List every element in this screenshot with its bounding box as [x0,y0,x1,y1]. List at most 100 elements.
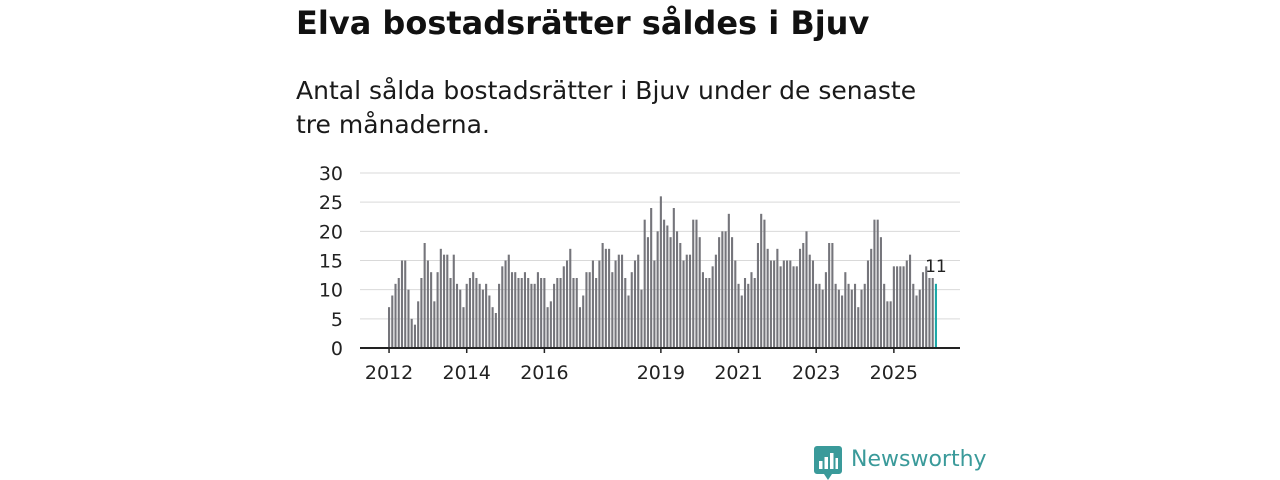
bar [582,295,585,348]
bar [701,272,704,348]
bar [850,289,853,348]
bar [572,278,575,348]
bar [763,219,766,348]
bar [828,243,831,348]
bar [896,266,899,348]
bar [740,295,743,348]
headline: Elva bostadsrätter såldes i Bjuv [296,4,870,42]
bar [873,219,876,348]
chart-subtitle: Antal sålda bostadsrätter i Bjuv under d… [296,76,917,139]
bar [841,295,844,348]
bar [585,272,588,348]
bar [705,278,708,348]
bar [501,266,504,348]
bar [798,248,802,348]
bar [834,283,837,348]
bar [695,219,698,348]
bar [782,260,785,348]
bar [436,272,439,348]
bar [682,260,685,348]
bar [663,219,666,348]
bar [608,248,611,348]
bar [475,278,478,348]
bar [824,272,827,348]
y-tick-label-10: 10 [319,280,343,302]
x-axis-ticks: 2012 2014 2016 2019 2021 2023 2025 [365,348,918,384]
bars [388,196,937,348]
y-tick-label-15: 15 [319,251,343,273]
bar [857,307,860,348]
bar [711,266,714,348]
bar [494,313,497,348]
bar [520,278,523,348]
bar [420,278,423,348]
bar [637,254,640,348]
bar [811,260,815,348]
bar [604,248,607,348]
bar [718,237,721,348]
bar [430,272,433,348]
bar [779,266,782,348]
bar [876,219,879,348]
y-tick-label-0: 0 [331,338,343,360]
bar [889,301,892,348]
bar [452,254,455,348]
bar [485,283,488,348]
bar [614,260,617,348]
x-tick-label-2016: 2016 [520,362,568,384]
bar [598,260,601,348]
bar [727,213,730,348]
bar [417,301,420,348]
bar [747,283,750,348]
bar [510,272,514,348]
bar [724,231,727,348]
bar [397,278,400,348]
bar [672,208,675,348]
bar [630,272,633,348]
y-tick-label-30: 30 [319,163,343,185]
bar [676,231,679,348]
bar [588,272,591,348]
bar [685,254,688,348]
x-tick-label-2025: 2025 [870,362,918,384]
bar [860,289,863,348]
bar [837,289,840,348]
y-tick-label-5: 5 [331,309,343,331]
bar [795,266,798,348]
x-tick-label-2019: 2019 [637,362,685,384]
bar [737,283,740,348]
bar [805,231,808,348]
bar [925,266,928,348]
bar [620,254,624,348]
x-tick-label-2014: 2014 [443,362,491,384]
y-tick-label-25: 25 [319,192,343,214]
bar [815,283,818,348]
bar [928,278,931,348]
bar [866,260,870,348]
bar-latest [934,283,937,348]
bar [459,289,462,348]
bar [591,260,594,348]
x-tick-label-2012: 2012 [365,362,413,384]
bar [698,237,701,348]
bar [821,289,824,348]
bar [721,231,724,348]
newsworthy-brand[interactable]: Newsworthy [814,446,987,480]
bar [760,213,763,348]
bar [559,278,562,348]
bar [523,272,527,348]
bar [643,219,646,348]
bar [879,237,882,348]
bar [886,301,889,348]
bar [530,283,533,348]
bar [462,307,465,348]
bar [498,283,501,348]
bar [650,208,653,348]
bar [540,278,543,348]
bar [909,254,912,348]
bar [808,254,811,348]
y-axis-ticks: 0 5 10 15 20 25 30 [319,163,343,360]
bar [666,225,669,348]
bar [870,248,873,348]
